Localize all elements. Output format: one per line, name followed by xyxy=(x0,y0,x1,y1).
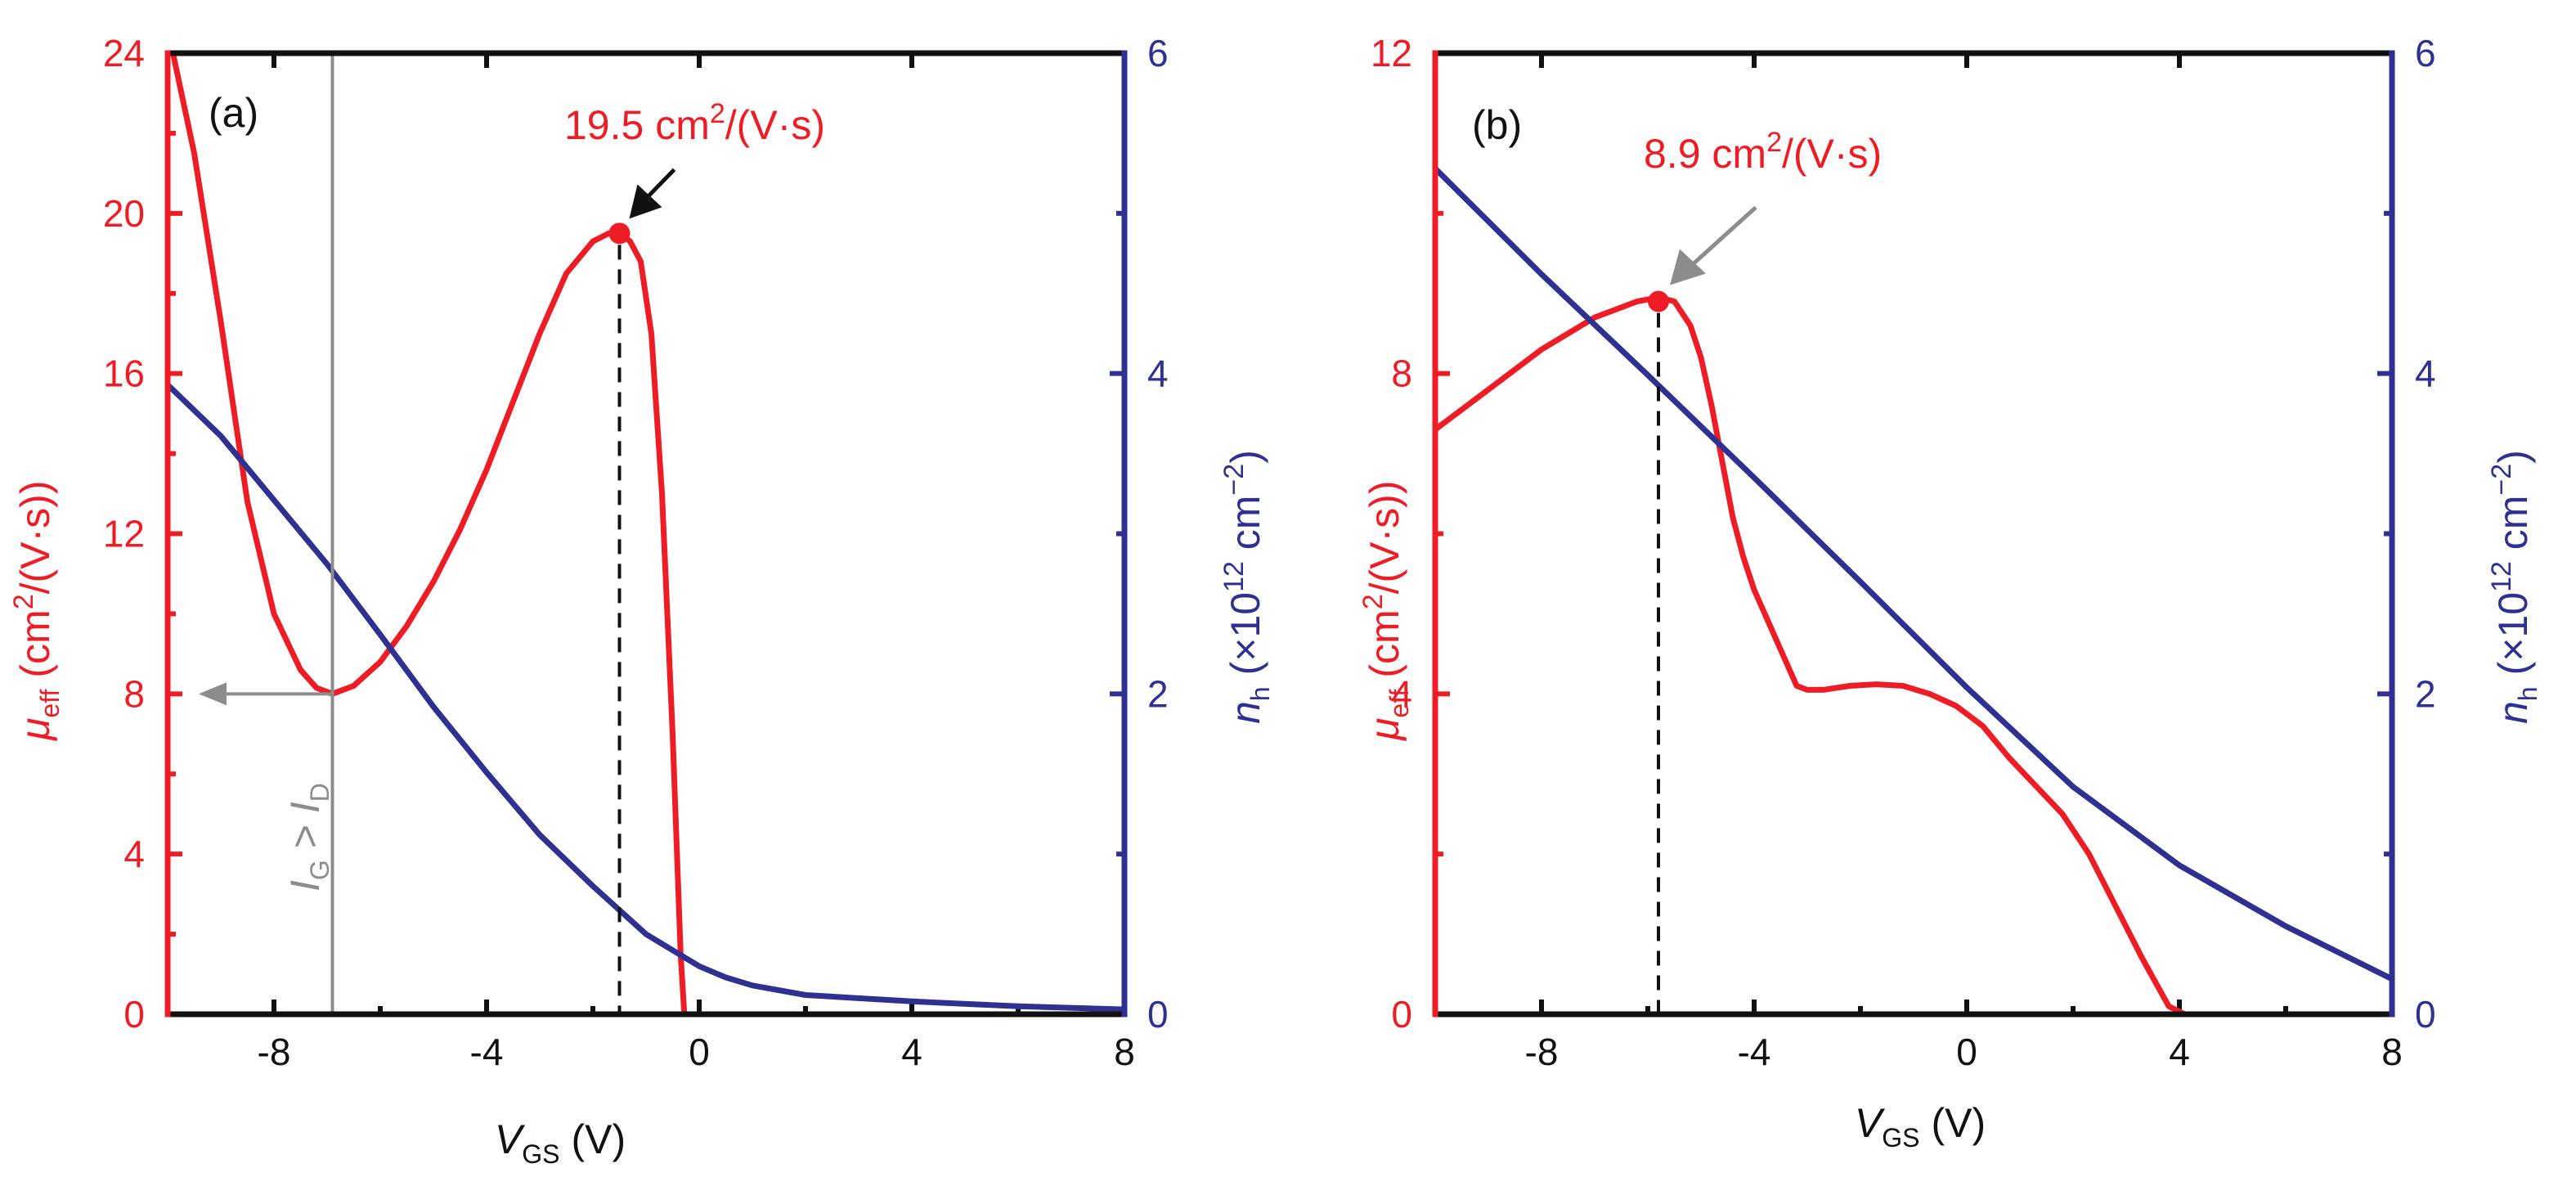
x-tick-label: 8 xyxy=(2381,1031,2403,1073)
a-peak-arrowhead xyxy=(629,184,662,219)
y-right-tick-label: 6 xyxy=(1147,32,1169,74)
a-peak-marker xyxy=(608,222,631,245)
a-density-curve xyxy=(165,382,1125,1013)
a-right-tick-labels: 0 2 4 6 xyxy=(1147,32,1169,1036)
b-x-axis-label: VGS (V) xyxy=(1855,1100,1986,1152)
b-peak-arrow xyxy=(1686,205,1757,271)
b-peak-arrowhead xyxy=(1670,249,1706,285)
y-left-tick-label: 24 xyxy=(103,32,145,74)
a-bottom-axis xyxy=(164,1011,1128,1018)
x-tick-label: -8 xyxy=(1525,1031,1559,1073)
b-panel-label: (b) xyxy=(1472,102,1522,148)
a-right-axis-label: nh(×1012 cm−2) xyxy=(1218,450,1275,724)
b-right-axis xyxy=(2389,50,2395,1018)
y-left-tick-label: 12 xyxy=(1371,32,1412,74)
y-right-tick-label: 4 xyxy=(2415,353,2436,395)
a-left-axis xyxy=(164,50,171,1018)
a-right-axis xyxy=(1121,50,1128,1018)
b-right-tick-labels: 0 2 4 6 xyxy=(2415,32,2436,1036)
y-left-tick-label: 16 xyxy=(103,353,145,395)
y-left-tick-label: 8 xyxy=(123,672,145,715)
y-right-tick-label: 0 xyxy=(2415,993,2436,1036)
y-right-tick-label: 0 xyxy=(1147,993,1169,1036)
a-gate-limit-arrowhead xyxy=(199,682,227,706)
a-left-axis-label: μeff(cm2/(V·s)) xyxy=(8,481,65,742)
y-left-tick-label: 12 xyxy=(103,513,145,555)
y-left-tick-label: 0 xyxy=(123,993,145,1036)
x-tick-label: 4 xyxy=(901,1031,922,1073)
x-tick-label: -8 xyxy=(258,1031,291,1073)
b-left-tick-labels: 0 4 8 12 xyxy=(1371,32,1412,1036)
y-left-tick-label: 4 xyxy=(1391,672,1412,715)
b-left-axis-label: μeff(cm2/(V·s)) xyxy=(1358,481,1414,742)
a-panel-label: (a) xyxy=(209,90,258,136)
y-right-tick-label: 2 xyxy=(2415,672,2436,715)
b-left-axis xyxy=(1432,50,1438,1018)
y-right-tick-label: 6 xyxy=(2415,32,2436,74)
a-top-axis xyxy=(164,50,1128,56)
a-x-axis-label: VGS (V) xyxy=(495,1116,626,1169)
a-left-tick-labels: 0 4 8 12 16 20 24 xyxy=(103,32,145,1036)
b-x-tick-labels: -8 -4 0 4 8 xyxy=(1525,1031,2403,1073)
x-tick-label: 0 xyxy=(1956,1031,1977,1073)
a-x-tick-labels: -8 -4 0 4 8 xyxy=(258,1031,1135,1073)
chart-panel-b: 0 4 8 12 0 2 4 6 -8 -4 0 4 8 (b) 8.9 cm2/(V·s) VGS… xyxy=(1358,32,2542,1152)
y-left-tick-label: 0 xyxy=(1391,993,1412,1036)
b-mobility-curve xyxy=(1433,294,2392,1018)
y-right-tick-label: 2 xyxy=(1147,672,1169,715)
b-right-axis-label: nh(×1012 cm−2) xyxy=(2486,450,2542,724)
x-tick-label: 4 xyxy=(2169,1031,2190,1073)
b-bottom-axis xyxy=(1432,1011,2395,1018)
y-left-tick-label: 20 xyxy=(103,192,145,235)
y-left-tick-label: 8 xyxy=(1391,353,1412,395)
x-tick-label: 8 xyxy=(1114,1031,1135,1073)
b-density-curve xyxy=(1433,166,2394,982)
b-tick-marks xyxy=(1433,51,2394,1017)
a-gate-limit-label: IG > ID xyxy=(282,783,334,892)
b-peak-marker xyxy=(1648,290,1669,312)
b-peak-annotation: 8.9 cm2/(V·s) xyxy=(1644,127,1882,177)
b-top-axis xyxy=(1432,50,2395,56)
x-tick-label: -4 xyxy=(1738,1031,1771,1073)
x-tick-label: 0 xyxy=(689,1031,710,1073)
a-peak-annotation: 19.5 cm2/(V·s) xyxy=(564,98,825,148)
y-left-tick-label: 4 xyxy=(123,833,145,875)
x-tick-label: -4 xyxy=(470,1031,504,1073)
y-right-tick-label: 4 xyxy=(1147,353,1169,395)
